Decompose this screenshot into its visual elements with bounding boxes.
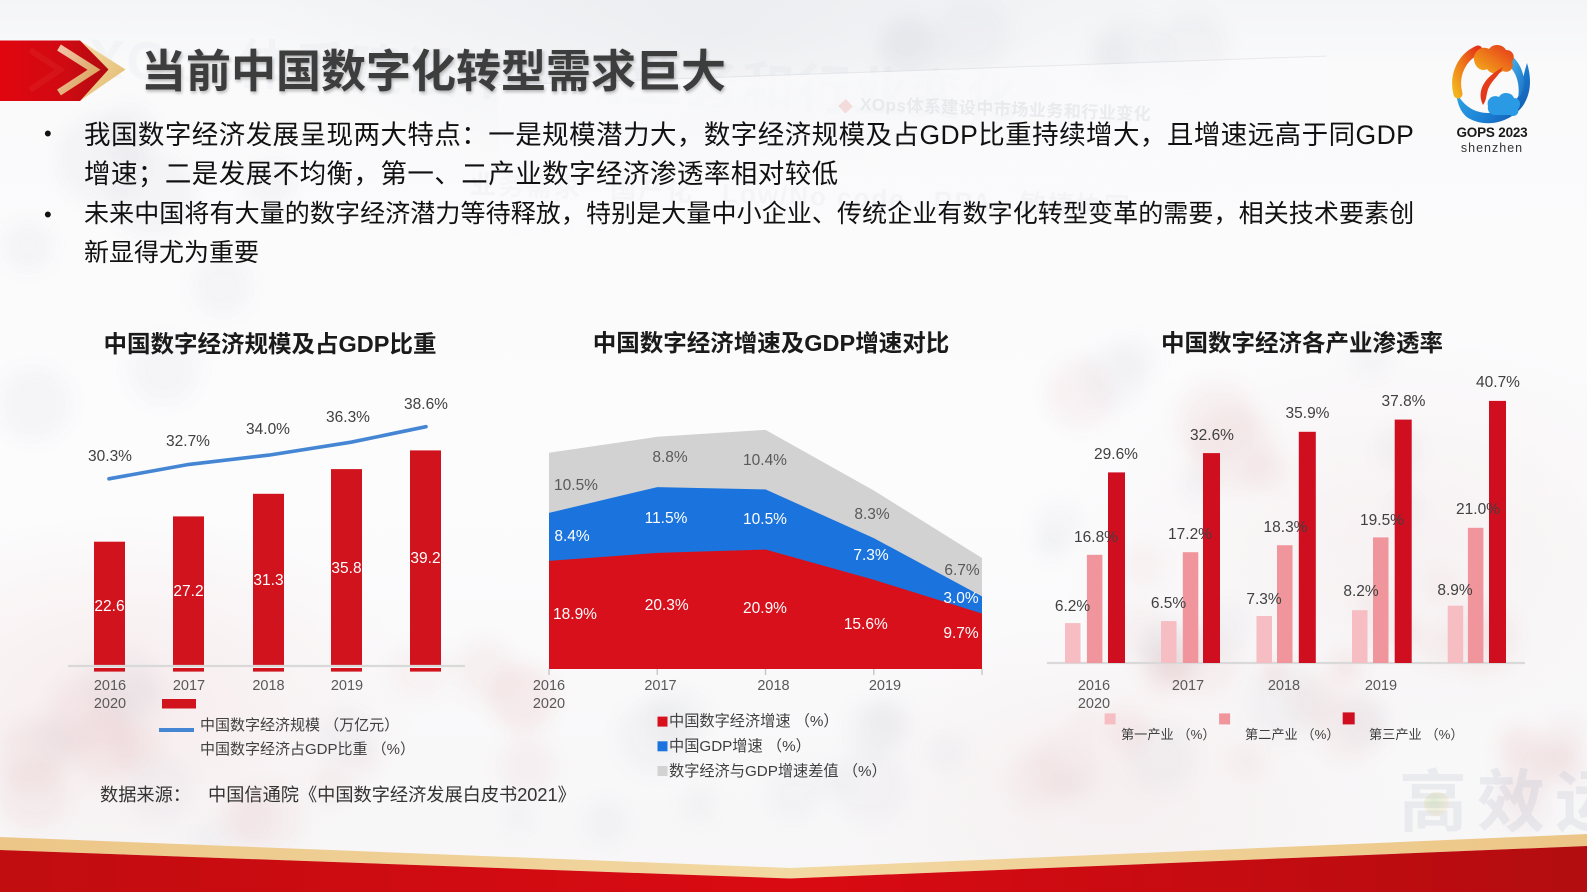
svg-text:6.5%: 6.5%: [1151, 595, 1187, 612]
svg-text:2018: 2018: [252, 678, 284, 694]
svg-text:中国数字经济各产业渗透率: 中国数字经济各产业渗透率: [1161, 329, 1443, 356]
svg-text:8.2%: 8.2%: [1343, 583, 1379, 600]
svg-text:2016: 2016: [1078, 678, 1110, 694]
svg-text:10.4%: 10.4%: [743, 452, 787, 469]
svg-text:11.5%: 11.5%: [645, 510, 688, 527]
svg-text:17.2%: 17.2%: [1168, 526, 1212, 543]
svg-text:8.3%: 8.3%: [854, 506, 890, 523]
svg-text:35.8: 35.8: [331, 560, 361, 577]
svg-text:15.6%: 15.6%: [844, 616, 888, 633]
svg-text:16.8%: 16.8%: [1074, 529, 1118, 546]
svg-text:2020: 2020: [533, 696, 565, 712]
svg-text:2019: 2019: [1365, 678, 1397, 694]
svg-text:9.7%: 9.7%: [943, 625, 979, 642]
svg-text:3.0%: 3.0%: [943, 590, 979, 607]
svg-text:第三产业 （%）: 第三产业 （%）: [1369, 726, 1464, 742]
svg-text:2018: 2018: [1268, 678, 1300, 694]
svg-text:18.9%: 18.9%: [553, 606, 597, 623]
svg-text:6.2%: 6.2%: [1055, 598, 1091, 615]
svg-text:2017: 2017: [1172, 678, 1204, 694]
svg-text:32.7%: 32.7%: [166, 433, 210, 450]
svg-text:21.0%: 21.0%: [1456, 501, 1500, 518]
svg-text:10.5%: 10.5%: [743, 511, 787, 528]
svg-text:34.0%: 34.0%: [246, 421, 290, 438]
svg-text:7.3%: 7.3%: [853, 547, 889, 564]
svg-text:39.2: 39.2: [410, 550, 440, 567]
svg-text:38.6%: 38.6%: [404, 396, 448, 413]
svg-text:第二产业 （%）: 第二产业 （%）: [1245, 726, 1340, 742]
svg-text:37.8%: 37.8%: [1382, 393, 1426, 410]
svg-text:数字经济与GDP增速差值 （%）: 数字经济与GDP增速差值 （%）: [669, 763, 887, 780]
svg-text:29.6%: 29.6%: [1094, 446, 1138, 463]
svg-text:第一产业 （%）: 第一产业 （%）: [1121, 726, 1216, 742]
svg-text:20.9%: 20.9%: [743, 600, 787, 617]
svg-text:8.4%: 8.4%: [554, 528, 590, 545]
svg-text:2017: 2017: [644, 678, 676, 694]
svg-text:31.3: 31.3: [253, 572, 283, 589]
svg-text:40.7%: 40.7%: [1476, 374, 1520, 391]
svg-text:2020: 2020: [1078, 696, 1110, 712]
svg-text:30.3%: 30.3%: [88, 448, 132, 465]
svg-text:18.3%: 18.3%: [1264, 519, 1308, 536]
svg-text:35.9%: 35.9%: [1286, 405, 1330, 422]
svg-text:32.6%: 32.6%: [1190, 427, 1234, 444]
svg-text:6.7%: 6.7%: [944, 562, 980, 579]
svg-text:中国GDP增速 （%）: 中国GDP增速 （%）: [669, 738, 811, 755]
svg-text:2016: 2016: [533, 678, 565, 694]
svg-text:8.8%: 8.8%: [652, 449, 688, 466]
svg-text:19.5%: 19.5%: [1360, 512, 1404, 529]
svg-text:2019: 2019: [869, 678, 901, 694]
svg-text:2020: 2020: [94, 696, 126, 712]
svg-text:中国数字经济增速 （%）: 中国数字经济增速 （%）: [669, 713, 839, 730]
svg-text:2018: 2018: [757, 678, 789, 694]
svg-text:2017: 2017: [173, 678, 205, 694]
svg-text:中国数字经济占GDP比重 （%）: 中国数字经济占GDP比重 （%）: [200, 741, 415, 758]
svg-text:22.6: 22.6: [94, 598, 124, 615]
svg-text:中国数字经济增速及GDP增速对比: 中国数字经济增速及GDP增速对比: [593, 330, 949, 356]
svg-text:10.5%: 10.5%: [554, 477, 598, 494]
svg-text:中国数字经济规模及占GDP比重: 中国数字经济规模及占GDP比重: [104, 331, 437, 357]
svg-text:2016: 2016: [94, 678, 126, 694]
svg-text:27.2: 27.2: [173, 583, 203, 600]
svg-text:8.9%: 8.9%: [1437, 582, 1473, 599]
svg-text:20.3%: 20.3%: [645, 597, 689, 614]
svg-text:7.3%: 7.3%: [1246, 591, 1282, 608]
svg-text:2019: 2019: [331, 678, 363, 694]
svg-text:中国数字经济规模 （万亿元）: 中国数字经济规模 （万亿元）: [200, 717, 399, 734]
svg-text:36.3%: 36.3%: [326, 409, 370, 426]
